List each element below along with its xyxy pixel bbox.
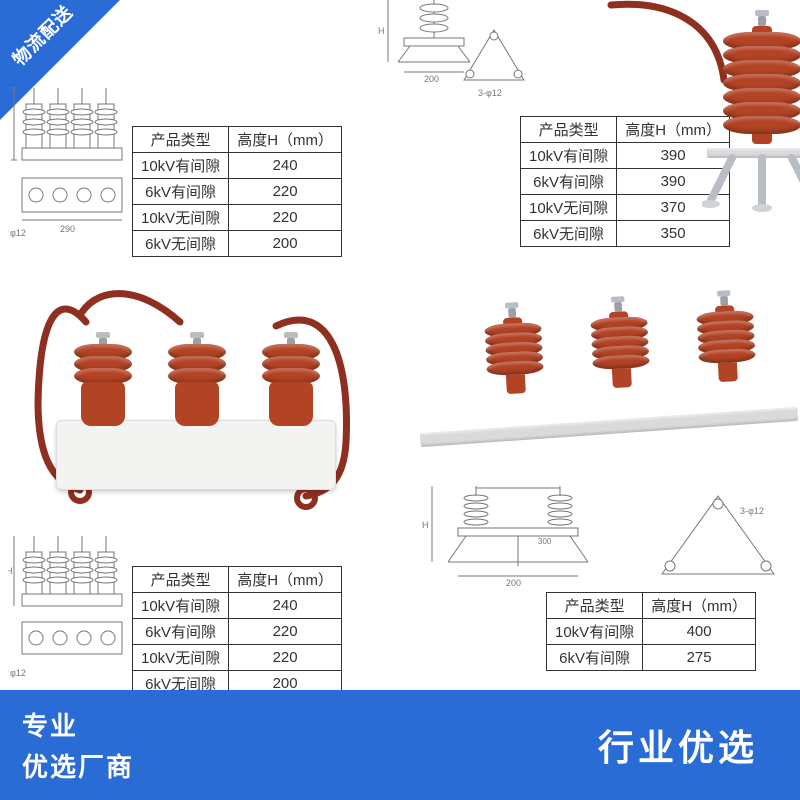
schematic-bottom-right: H 200 140 300 3-φ12: [418, 484, 798, 594]
spec-table-top-left: 产品类型 高度H（mm） 10kV有间隙240 6kV有间隙220 10kV无间…: [132, 126, 342, 257]
banner-left-line2: 优选厂商: [22, 747, 134, 784]
banner-left-line1: 专业: [22, 706, 134, 743]
arrester-stem: [506, 374, 526, 394]
table-row: 6kV有间隙220: [133, 619, 342, 645]
product-bottom-left: [30, 282, 360, 512]
th-type: 产品类型: [133, 567, 229, 593]
table-row: 10kV无间隙220: [133, 645, 342, 671]
terminal-stud: [508, 308, 516, 318]
arrester-body: [269, 382, 313, 426]
schematic-top-right: 200 H 3-φ12: [374, 0, 534, 118]
dim-200: 200: [424, 74, 439, 84]
terminal-stud: [614, 302, 622, 312]
dim-tri-hole-br: 3-φ12: [740, 506, 764, 516]
th-type: 产品类型: [521, 117, 617, 143]
table-row: 6kV无间隙200: [133, 231, 342, 257]
dim-140-br: 140: [506, 484, 520, 485]
terminal-stud: [758, 16, 766, 26]
base-housing: [56, 420, 336, 490]
th-height: 高度H（mm）: [643, 593, 756, 619]
insulator-shed: [723, 116, 800, 134]
dim-290: 290: [60, 224, 75, 234]
product-mid-right: [420, 260, 800, 490]
dim-H-bl: H: [8, 566, 13, 576]
dim-H: H: [8, 120, 10, 127]
arrester-stem: [612, 368, 632, 388]
dim-phi12-tl: φ12: [10, 228, 26, 238]
table-row: 10kV有间隙240: [133, 153, 342, 179]
th-type: 产品类型: [547, 593, 643, 619]
product-top-right: [686, 0, 800, 250]
th-type: 产品类型: [133, 127, 229, 153]
arrester-stem: [718, 362, 738, 382]
dim-phi12-bl: φ12: [10, 668, 26, 678]
dim-200-br: 200: [506, 578, 521, 588]
terminal-stud: [720, 296, 728, 306]
arrester-bl-1: [74, 332, 132, 426]
th-height: 高度H（mm）: [229, 567, 342, 593]
mount-bar: [420, 407, 798, 447]
table-row: 6kV有间隙220: [133, 179, 342, 205]
table-row: 6kV有间隙275: [547, 645, 756, 671]
dim-300-br: 300: [538, 537, 552, 546]
spec-table-bottom-right: 产品类型 高度H（mm） 10kV有间隙400 6kV有间隙275: [546, 592, 756, 671]
tripod-legs: [702, 154, 800, 214]
dim-H-br: H: [422, 520, 429, 530]
schematic-top-left: H 290 φ12: [8, 68, 148, 238]
arrester-stem: [752, 134, 772, 144]
table-row: 10kV有间隙240: [133, 593, 342, 619]
arrester-body: [81, 382, 125, 426]
arrester-mid-2: [589, 295, 651, 389]
arrester-bl-2: [168, 332, 226, 426]
arrester-mid-3: [695, 289, 757, 383]
arrester-body: [175, 382, 219, 426]
banner-right: 行业优选: [598, 719, 758, 771]
arrester-bl-3: [262, 332, 320, 426]
table-row: 10kV无间隙220: [133, 205, 342, 231]
table-row: 10kV有间隙400: [547, 619, 756, 645]
arrester-mid-1: [483, 301, 545, 395]
arrester-top-right: [702, 10, 800, 214]
spec-table-bottom-left: 产品类型 高度H（mm） 10kV有间隙240 6kV有间隙220 10kV无间…: [132, 566, 342, 697]
banner-left: 专业 优选厂商: [22, 706, 134, 784]
dim-tri-hole-tr: 3-φ12: [478, 88, 502, 98]
dim-H-tr: H: [378, 26, 385, 36]
bottom-banner: 专业 优选厂商 行业优选: [0, 690, 800, 800]
schematic-bottom-left: H φ12: [8, 520, 148, 680]
th-height: 高度H（mm）: [229, 127, 342, 153]
